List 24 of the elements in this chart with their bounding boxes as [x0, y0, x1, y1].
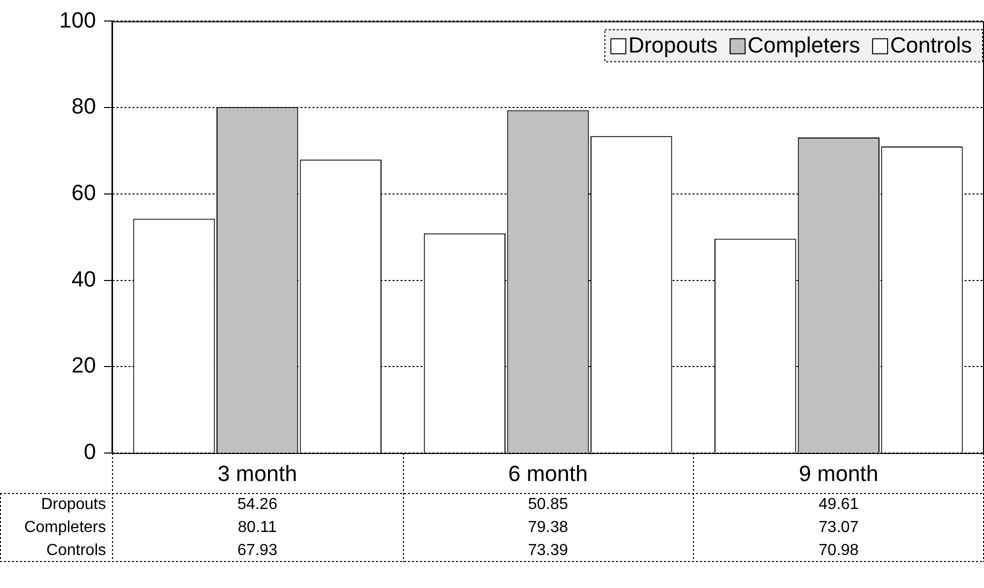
- y-tick-label: 100: [59, 7, 96, 32]
- data-label: 80.11: [238, 518, 277, 536]
- legend-label: Completers: [748, 32, 860, 58]
- data-label: 67.93: [237, 542, 278, 559]
- data-label: 70.98: [818, 542, 859, 559]
- data-label: 49.61: [818, 496, 859, 513]
- y-tick-label: 40: [72, 266, 96, 292]
- text: Dropouts: [41, 496, 106, 513]
- data-label: 54.26: [237, 496, 278, 513]
- legend-label: Controls: [890, 32, 972, 58]
- y-tick-label: 80: [72, 94, 96, 119]
- y-tick-label: 0: [84, 439, 96, 464]
- text: Controls: [46, 542, 106, 559]
- data-label: 73.07: [818, 518, 859, 536]
- x-tick-label: 3 month: [218, 461, 298, 486]
- legend-label: Dropouts: [628, 32, 718, 58]
- y-tick-label: 60: [72, 180, 96, 205]
- y-tick-label: 20: [72, 352, 96, 378]
- text: Completers: [24, 518, 106, 536]
- data-label: 79.38: [528, 518, 568, 536]
- data-label: 73.39: [528, 542, 568, 559]
- data-label: 50.85: [528, 496, 568, 513]
- x-tick-label: 6 month: [508, 461, 588, 486]
- x-tick-label: 9 month: [798, 461, 878, 486]
